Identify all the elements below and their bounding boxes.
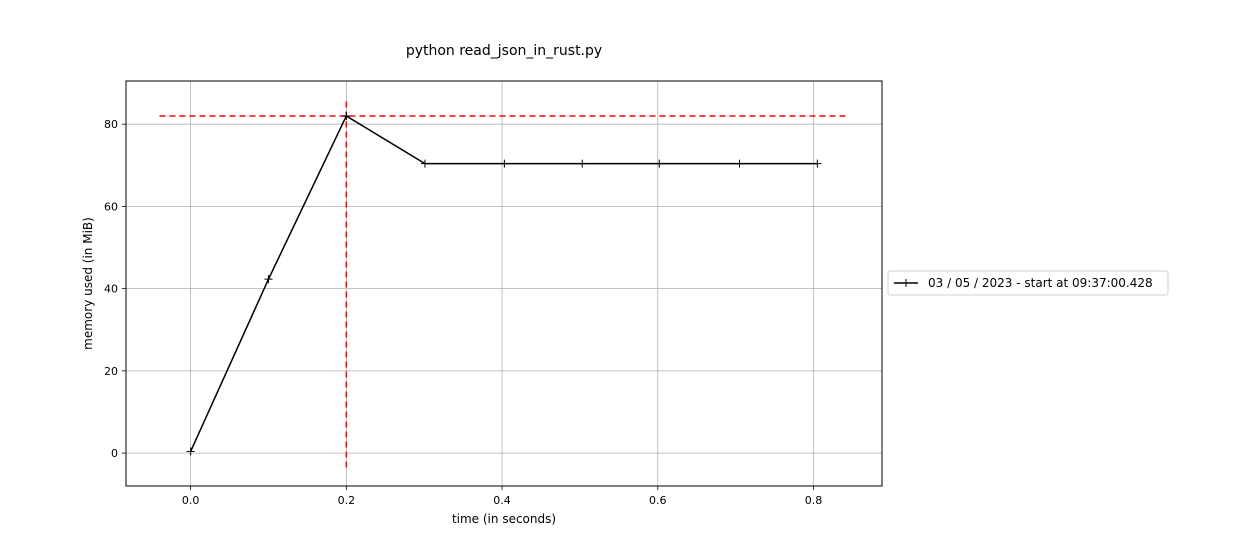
data-point-marker [342,111,351,120]
axis-ticks: 0.0 0.2 0.4 0.6 0.8 0 20 40 60 80 [104,118,822,507]
x-axis-label: time (in seconds) [452,512,556,526]
x-tick-label: 0.2 [338,494,356,507]
x-tick-label: 0.6 [649,494,667,507]
data-point-marker [735,159,744,168]
data-point-marker [578,159,587,168]
legend-entry-label: 03 / 05 / 2023 - start at 09:37:00.428 [928,276,1153,290]
x-tick-label: 0.4 [493,494,511,507]
data-point-marker [813,159,822,168]
chart-title: python read_json_in_rust.py [406,43,602,59]
data-point-marker [186,447,195,456]
plot-frame [125,80,883,487]
y-tick-label: 60 [104,200,118,213]
y-tick-label: 0 [111,447,118,460]
data-point-marker [655,159,664,168]
x-tick-label: 0.0 [182,494,200,507]
legend-box [887,270,1169,296]
y-tick-label: 80 [104,118,118,131]
y-tick-label: 20 [104,365,118,378]
legend: 03 / 05 / 2023 - start at 09:37:00.428 [887,270,1169,296]
y-axis-label: memory used (in MiB) [81,217,95,350]
peak-marker-lines [159,99,849,468]
x-tick-label: 0.8 [805,494,823,507]
grid-lines [126,81,882,486]
data-point-marker [420,159,429,168]
y-tick-label: 40 [104,283,118,296]
data-point-marker [264,275,273,284]
series-layer [186,111,822,456]
legend-plus-marker [902,279,910,287]
data-point-marker [500,159,509,168]
